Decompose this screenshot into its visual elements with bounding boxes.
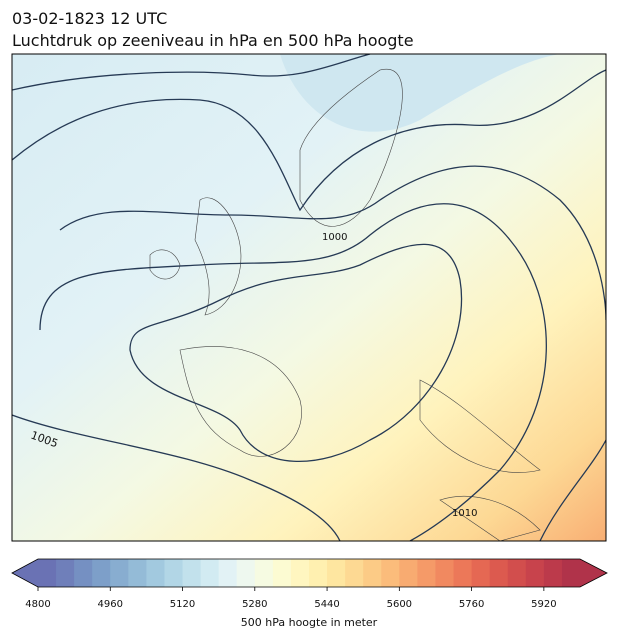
colorbar-segment <box>38 559 57 587</box>
colorbar-segment <box>453 559 473 587</box>
colorbar-segment <box>435 559 455 587</box>
colorbar-segment <box>489 559 509 587</box>
colorbar-tick-label: 4960 <box>98 599 123 610</box>
contour <box>12 414 341 541</box>
colorbar-segment <box>507 559 527 587</box>
colorbar-segment <box>74 559 93 587</box>
colorbar-segment <box>164 559 184 587</box>
colorbar-segment <box>92 559 111 587</box>
colorbar-segment <box>363 559 382 587</box>
colorbar-tick-label: 5120 <box>170 599 195 610</box>
colorbar-extend-high <box>580 559 607 587</box>
colorbar-segment <box>218 559 238 587</box>
colorbar-extend-low <box>12 559 38 587</box>
colorbar-segment <box>272 559 292 587</box>
colorbar-label: 500 hPa hoogte in meter <box>241 616 378 629</box>
colorbar-tick-label: 5920 <box>531 599 556 610</box>
colorbar-segment <box>399 559 418 587</box>
contour <box>12 69 606 212</box>
colorbar-segment <box>110 559 129 587</box>
colorbar-segment <box>345 559 364 587</box>
shade <box>280 54 606 132</box>
colorbar-segment <box>56 559 75 587</box>
colorbar-tick-label: 5600 <box>387 599 412 610</box>
colorbar-tick-label: 5280 <box>242 599 267 610</box>
contour-label: 1000 <box>322 232 347 243</box>
colorbar-segment <box>128 559 147 587</box>
colorbar-tick-label: 5440 <box>314 599 339 610</box>
colorbar-segment <box>146 559 165 587</box>
contour-label: 1010 <box>452 508 477 519</box>
contour <box>12 54 371 91</box>
colorbar-segment <box>525 559 545 587</box>
colorbar-segment <box>254 559 274 587</box>
contour <box>39 203 547 541</box>
colorbar-segment <box>182 559 202 587</box>
colorbar-segment <box>327 559 346 587</box>
colorbar-segment <box>381 559 400 587</box>
contour <box>59 165 606 321</box>
map-frame <box>11 53 607 542</box>
colorbar-segment <box>309 559 328 587</box>
colorbar-tick-label: 4800 <box>25 599 50 610</box>
colorbar-segment <box>236 559 256 587</box>
coastlines <box>149 68 541 541</box>
colorbar-segment <box>417 559 436 587</box>
colorbar-segment <box>290 559 310 587</box>
colorbar: 4800 4960 5120 5280 5440 5600 5760 5920 <box>11 558 608 610</box>
contour <box>129 243 463 463</box>
colorbar-segment <box>471 559 491 587</box>
subtitle: Luchtdruk op zeeniveau in hPa en 500 hPa… <box>12 31 414 50</box>
colorbar-segment <box>561 559 581 587</box>
colorbar-segment <box>543 559 563 587</box>
map-background <box>12 54 606 541</box>
map: 1005 1000 1010 <box>12 54 606 541</box>
colorbar-tick-label: 5760 <box>459 599 484 610</box>
title: 03-02-1823 12 UTC <box>12 9 167 28</box>
colorbar-segment <box>200 559 220 587</box>
contour <box>539 439 606 541</box>
